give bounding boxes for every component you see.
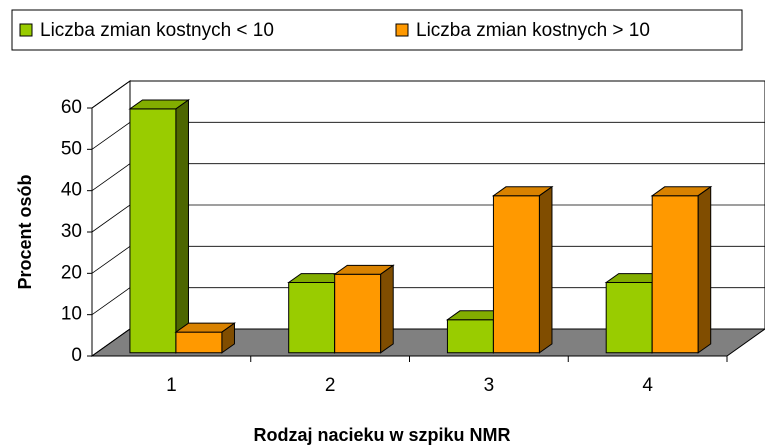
y-tick-label: 20 [61,262,82,283]
y-tick-label: 60 [61,97,82,118]
bar-side [221,322,235,354]
bar-side [697,185,712,354]
legend-swatch [395,23,409,37]
x-tick-label: 1 [166,375,177,396]
bar-side [538,185,553,354]
y-axis-label: Procent osób [15,174,35,289]
bar-front [651,195,699,354]
x-tick-label: 2 [325,375,336,396]
y-tick-label: 30 [61,221,82,242]
grid-line [91,80,765,109]
legend-swatch [19,23,33,37]
legend-label: Liczba zmian kostnych > 10 [416,20,650,41]
bar-front [175,331,223,354]
bar-front [492,195,540,354]
bar-front [605,281,653,354]
legend-box [11,9,743,51]
bar-side [175,99,189,354]
x-tick-label: 4 [642,375,653,396]
x-tick-label: 3 [484,375,495,396]
y-tick-label: 10 [61,304,82,325]
bar-side [380,264,394,354]
bar-front [129,108,177,354]
y-tick-label: 0 [71,345,82,366]
y-tick-label: 40 [61,180,82,201]
bar-front [446,319,494,354]
legend-label: Liczba zmian kostnych < 10 [40,20,274,41]
x-axis-label: Rodzaj nacieku w szpiku NMR [253,425,510,445]
y-tick-label: 50 [61,138,82,159]
bar-front [288,281,336,354]
bar-front [334,273,382,354]
